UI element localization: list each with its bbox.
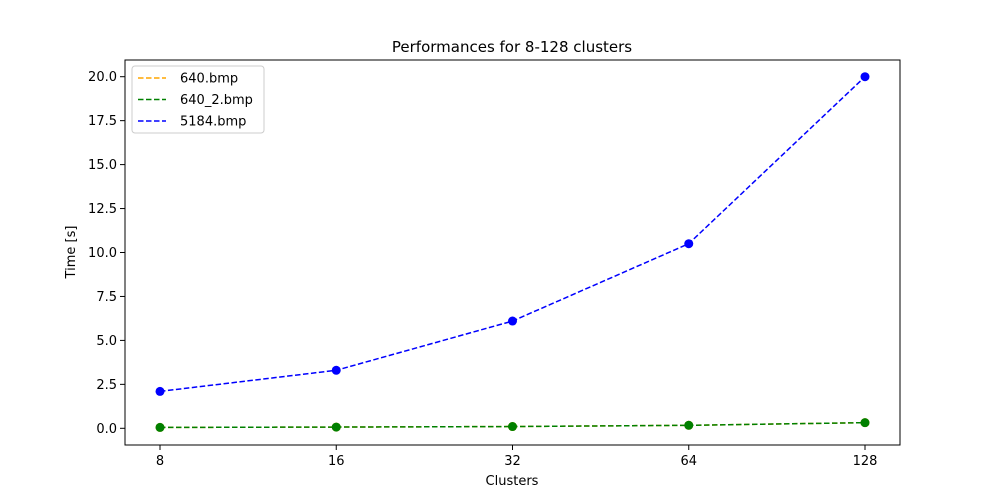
- x-axis-label: Clusters: [486, 474, 539, 489]
- y-axis: 0.0 2.5 5.0 7.5 10.0 12.5 15.0 17.5 20.0: [88, 70, 125, 437]
- x-tick-label: 16: [328, 454, 345, 469]
- y-tick-label: 10.0: [88, 246, 117, 261]
- legend-entry: 640.bmp: [180, 72, 238, 87]
- y-tick-label: 17.5: [88, 114, 117, 129]
- x-axis: 8 16 32 64 128: [156, 445, 878, 469]
- data-point: [684, 239, 694, 249]
- legend-entry: 640_2.bmp: [180, 93, 253, 108]
- plot-area: [155, 72, 870, 432]
- chart-title: Performances for 8-128 clusters: [392, 38, 632, 56]
- data-point: [684, 420, 694, 430]
- x-tick-label: 64: [680, 454, 697, 469]
- y-tick-label: 5.0: [96, 334, 117, 349]
- data-point: [155, 386, 165, 396]
- data-point: [508, 422, 517, 432]
- x-tick-label: 32: [504, 454, 521, 469]
- data-point: [155, 422, 165, 432]
- data-point: [331, 422, 341, 432]
- data-point: [860, 72, 870, 82]
- y-tick-label: 7.5: [96, 290, 117, 305]
- series-line-2: [159, 76, 866, 393]
- y-tick-label: 15.0: [88, 158, 117, 173]
- legend-box: [131, 65, 265, 134]
- y-tick-label: 20.0: [88, 70, 117, 85]
- y-tick-label: 0.0: [96, 422, 117, 437]
- data-point: [508, 316, 517, 326]
- y-tick-label: 12.5: [88, 202, 117, 217]
- legend-entry: 5184.bmp: [180, 115, 246, 130]
- x-tick-label: 8: [156, 454, 164, 469]
- y-tick-label: 2.5: [96, 378, 117, 393]
- data-point: [860, 418, 870, 428]
- x-tick-label: 128: [853, 454, 878, 469]
- legend: 640.bmp 640_2.bmp 5184.bmp: [131, 65, 265, 134]
- y-axis-label: Time [s]: [64, 226, 79, 280]
- data-point: [331, 365, 341, 375]
